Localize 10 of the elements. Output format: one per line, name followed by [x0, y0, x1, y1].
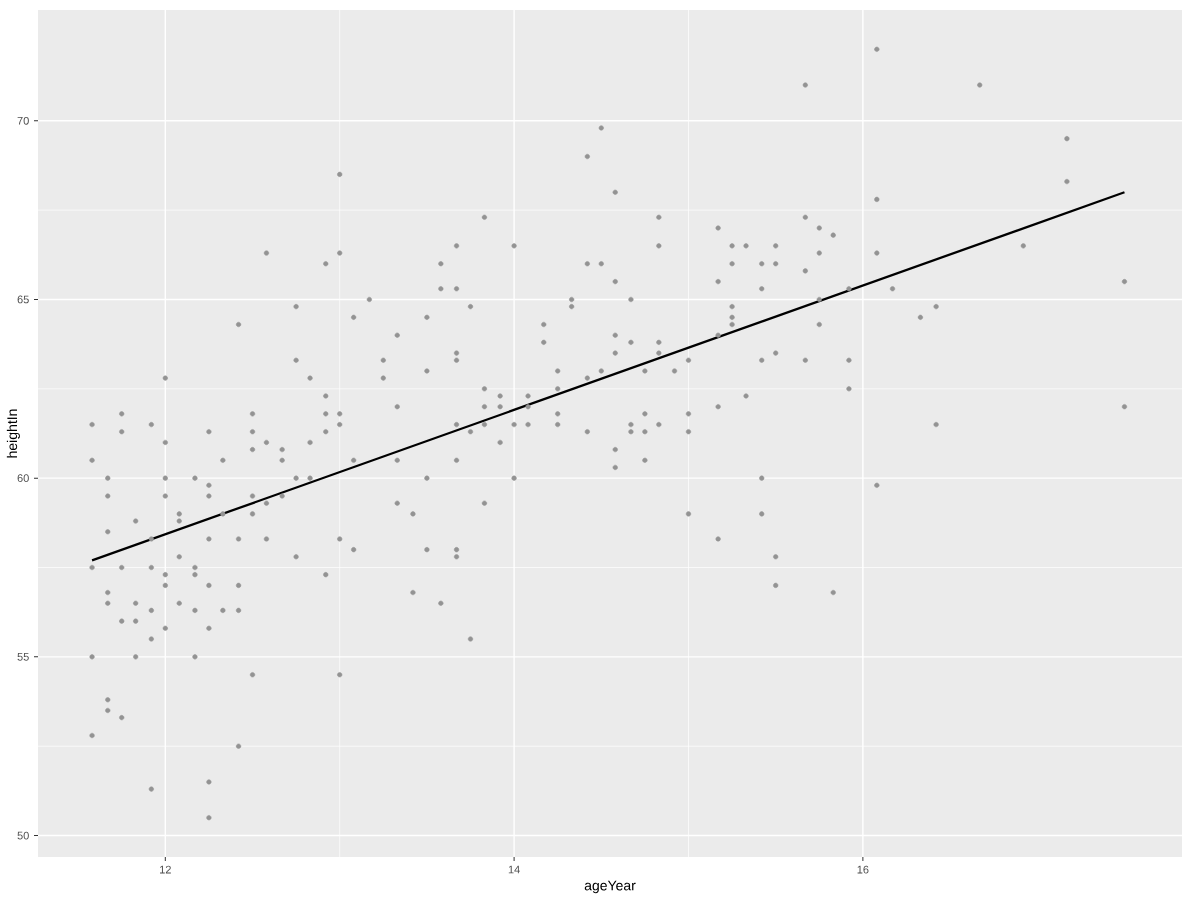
x-tick-label: 12 — [160, 865, 171, 874]
y-tick-label: 50 — [17, 831, 29, 840]
y-axis-title: heightIn — [6, 409, 20, 458]
y-tick-label: 65 — [17, 295, 29, 304]
x-axis-title: ageYear — [584, 880, 636, 894]
y-tick-label: 70 — [17, 116, 29, 125]
y-tick-label: 55 — [17, 653, 29, 661]
x-tick-label: 16 — [857, 865, 869, 874]
y-tick-label: 60 — [17, 474, 29, 483]
x-tick-label: 14 — [508, 865, 520, 874]
